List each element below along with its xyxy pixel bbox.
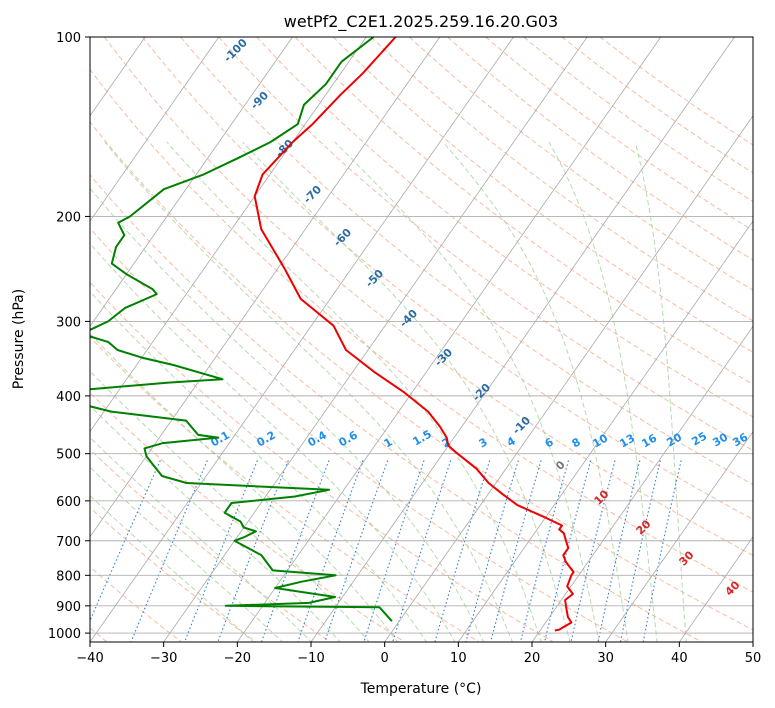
dry-adiabat — [142, 37, 753, 521]
moist-adiabat — [548, 141, 658, 642]
chart-title: wetPf2_C2E1.2025.259.16.20.G03 — [284, 12, 558, 32]
x-tick-label: 10 — [450, 651, 467, 666]
x-tick-label: 20 — [524, 651, 541, 666]
mixing-ratio-line — [490, 460, 542, 642]
mixing-ratio-line — [363, 460, 425, 642]
axis-layer: −40 −30 −20 −10 0 10 20 30 40 50 100 200 300 400 500 60… — [48, 31, 761, 666]
dry-adiabat — [104, 37, 753, 556]
moist-adiabat — [334, 141, 600, 642]
temperature-line — [253, 37, 575, 632]
x-tick-label: −40 — [76, 651, 103, 666]
mixing-ratio-line — [519, 460, 570, 642]
y-tick-label: 200 — [56, 210, 81, 225]
isotherm-line — [90, 37, 367, 433]
mixing-ratio-line — [297, 460, 364, 642]
dry-adiabat — [218, 37, 753, 451]
x-axis-label: Temperature (°C) — [360, 681, 482, 697]
y-tick-label: 1000 — [48, 627, 81, 642]
isotherm-line — [90, 37, 220, 222]
dry-adiabat — [561, 37, 753, 174]
mixing-ratio-line — [184, 460, 258, 642]
x-tick-label: 30 — [597, 651, 614, 666]
mixing-ratio-line — [130, 460, 208, 642]
moist-adiabat — [242, 141, 571, 642]
moist-adiabat — [90, 494, 255, 642]
x-tick-label: 50 — [745, 651, 762, 666]
moist-adiabat — [442, 141, 629, 642]
dry-adiabat — [294, 37, 753, 385]
dry-adiabat — [370, 37, 753, 322]
moist-adiabat — [90, 242, 456, 642]
moist-adiabat — [90, 290, 428, 642]
x-tick-label: −10 — [297, 651, 324, 666]
x-tick-label: −20 — [224, 651, 251, 666]
plot-background — [90, 37, 753, 642]
y-tick-label: 600 — [56, 495, 81, 510]
isotherm-line — [90, 37, 441, 538]
x-tick-label: 0 — [381, 651, 389, 666]
moist-adiabat — [166, 141, 542, 642]
mixing-ratio-line — [597, 460, 641, 642]
moist-adiabat — [634, 141, 687, 642]
moist-adiabat — [90, 187, 485, 642]
x-tick-label: −30 — [150, 651, 177, 666]
y-tick-label: 100 — [56, 31, 81, 46]
mixing-ratio-line — [90, 460, 161, 623]
y-tick-label: 900 — [56, 600, 81, 615]
moist-adiabat — [90, 332, 399, 642]
y-tick-label: 800 — [56, 569, 81, 584]
isotherm-line — [90, 37, 293, 327]
x-tick-label: 40 — [671, 651, 688, 666]
moist-adiabat — [90, 404, 342, 642]
y-tick-label: 700 — [56, 535, 81, 550]
dry-adiabat — [90, 174, 703, 642]
mixing-ratio-line — [544, 460, 592, 642]
y-tick-label: 400 — [56, 390, 81, 405]
y-axis-label: Pressure (hPa) — [11, 289, 27, 389]
mixing-ratio-line — [260, 460, 330, 642]
dry-adiabat — [485, 37, 753, 232]
y-tick-label: 500 — [56, 448, 81, 463]
moist-adiabat — [90, 466, 284, 642]
y-tick-label: 300 — [56, 315, 81, 330]
dry-adiabat — [409, 37, 753, 291]
mixing-ratio-line — [619, 460, 661, 642]
mixing-ratio-line — [642, 460, 682, 642]
mixing-ratio-line — [324, 460, 389, 642]
plot-frame — [89, 36, 754, 643]
dry-adiabat — [180, 37, 753, 486]
mixing-ratio-line — [217, 460, 289, 642]
